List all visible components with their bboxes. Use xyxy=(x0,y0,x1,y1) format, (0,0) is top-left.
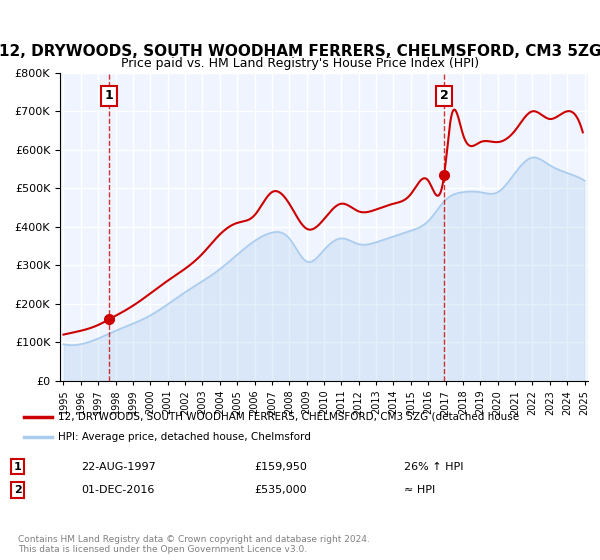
Text: 1: 1 xyxy=(14,461,22,472)
Text: 1: 1 xyxy=(105,90,114,102)
Text: 12, DRYWOODS, SOUTH WOODHAM FERRERS, CHELMSFORD, CM3 5ZG: 12, DRYWOODS, SOUTH WOODHAM FERRERS, CHE… xyxy=(0,44,600,59)
Text: 22-AUG-1997: 22-AUG-1997 xyxy=(81,461,156,472)
Text: 2: 2 xyxy=(440,90,449,102)
Text: Price paid vs. HM Land Registry's House Price Index (HPI): Price paid vs. HM Land Registry's House … xyxy=(121,57,479,70)
Text: Contains HM Land Registry data © Crown copyright and database right 2024.
This d: Contains HM Land Registry data © Crown c… xyxy=(18,535,370,554)
Text: £535,000: £535,000 xyxy=(254,485,307,495)
Text: 01-DEC-2016: 01-DEC-2016 xyxy=(81,485,154,495)
Text: 26% ↑ HPI: 26% ↑ HPI xyxy=(404,461,463,472)
Text: HPI: Average price, detached house, Chelmsford: HPI: Average price, detached house, Chel… xyxy=(58,432,311,442)
Text: 2: 2 xyxy=(14,485,22,495)
Text: £159,950: £159,950 xyxy=(254,461,307,472)
Text: ≈ HPI: ≈ HPI xyxy=(404,485,435,495)
Text: 12, DRYWOODS, SOUTH WOODHAM FERRERS, CHELMSFORD, CM3 5ZG (detached house: 12, DRYWOODS, SOUTH WOODHAM FERRERS, CHE… xyxy=(58,412,519,422)
